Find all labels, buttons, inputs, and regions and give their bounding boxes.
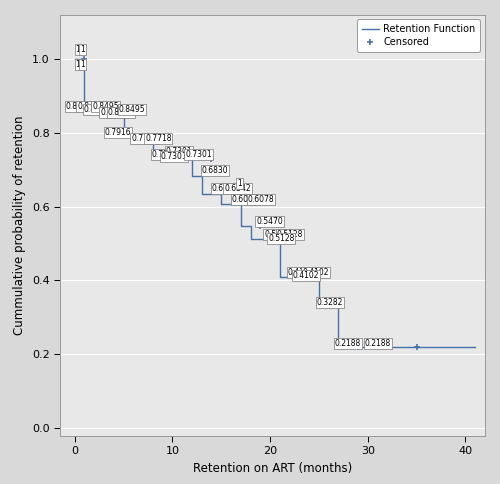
- Text: 0.8495: 0.8495: [92, 102, 119, 111]
- Text: 1: 1: [76, 60, 80, 69]
- Text: 0.7718: 0.7718: [132, 134, 158, 143]
- Text: 0.6078: 0.6078: [232, 195, 258, 204]
- Text: 1: 1: [76, 45, 80, 54]
- Text: 0.7301: 0.7301: [152, 150, 178, 159]
- Text: 1: 1: [80, 45, 85, 54]
- Text: 0.5128: 0.5128: [264, 230, 290, 239]
- Text: 0.8495: 0.8495: [118, 106, 145, 114]
- Text: 0.7301: 0.7301: [166, 147, 192, 156]
- Text: 0.7916: 0.7916: [105, 128, 132, 137]
- Text: 0.5128: 0.5128: [277, 230, 303, 239]
- Y-axis label: Cummulative probability of retention: Cummulative probability of retention: [14, 115, 26, 335]
- Text: 0.5470: 0.5470: [256, 217, 283, 226]
- Text: 0.7718: 0.7718: [145, 134, 172, 143]
- Text: 0.6342: 0.6342: [212, 184, 238, 194]
- X-axis label: Retention on ART (months): Retention on ART (months): [193, 462, 352, 475]
- Text: 0.7301: 0.7301: [160, 152, 188, 161]
- Text: 0.8495: 0.8495: [108, 108, 134, 117]
- Text: 0.4102: 0.4102: [288, 268, 314, 277]
- Text: 0.5128: 0.5128: [268, 234, 294, 243]
- Text: 0.4102: 0.4102: [302, 268, 329, 277]
- Text: 1: 1: [80, 60, 85, 69]
- Text: 0.4102: 0.4102: [292, 271, 319, 280]
- Legend: Retention Function, Censored: Retention Function, Censored: [357, 19, 480, 52]
- Text: 1: 1: [237, 179, 242, 188]
- Text: 0.6342: 0.6342: [224, 184, 251, 194]
- Text: 0.8495: 0.8495: [66, 102, 92, 111]
- Text: 0.2188: 0.2188: [365, 339, 391, 348]
- Text: 0.8495: 0.8495: [100, 108, 126, 117]
- Text: 0.6078: 0.6078: [248, 195, 274, 204]
- Text: 0.7301: 0.7301: [185, 150, 212, 159]
- Text: 0.2188: 0.2188: [334, 339, 361, 348]
- Text: 0.8495: 0.8495: [84, 106, 110, 114]
- Text: 0.8495: 0.8495: [77, 102, 104, 111]
- Text: 0.3282: 0.3282: [317, 298, 344, 307]
- Text: 0.6830: 0.6830: [202, 166, 228, 175]
